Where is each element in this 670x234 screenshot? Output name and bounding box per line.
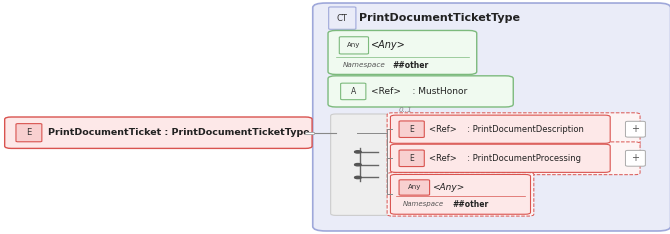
Text: <Ref>    : PrintDocumentDescription: <Ref> : PrintDocumentDescription — [429, 125, 584, 134]
Text: CT: CT — [337, 14, 348, 23]
FancyBboxPatch shape — [391, 144, 610, 172]
Text: ##other: ##other — [452, 200, 488, 209]
FancyBboxPatch shape — [626, 150, 645, 166]
Text: Any: Any — [407, 184, 421, 190]
Text: A: A — [350, 87, 356, 96]
Text: PrintDocumentTicket : PrintDocumentTicketType: PrintDocumentTicket : PrintDocumentTicke… — [48, 128, 310, 137]
FancyBboxPatch shape — [391, 115, 610, 143]
Text: E: E — [26, 128, 31, 137]
FancyBboxPatch shape — [328, 76, 513, 107]
FancyBboxPatch shape — [329, 7, 356, 29]
FancyBboxPatch shape — [340, 83, 366, 100]
FancyBboxPatch shape — [16, 124, 42, 142]
FancyBboxPatch shape — [387, 173, 534, 216]
FancyBboxPatch shape — [313, 3, 670, 231]
Circle shape — [354, 176, 361, 179]
Text: <Any>: <Any> — [432, 183, 464, 192]
FancyBboxPatch shape — [339, 37, 368, 54]
Text: 0..1: 0..1 — [399, 136, 413, 142]
Circle shape — [354, 164, 361, 166]
Bar — [306, 132, 314, 134]
Text: 0..1: 0..1 — [399, 107, 413, 113]
Text: <Any>: <Any> — [371, 40, 405, 50]
Text: 0..*: 0..* — [399, 166, 412, 172]
FancyBboxPatch shape — [5, 117, 312, 148]
FancyBboxPatch shape — [399, 150, 424, 167]
Text: Any: Any — [347, 42, 360, 48]
Text: ##other: ##other — [393, 61, 429, 70]
FancyBboxPatch shape — [626, 121, 645, 137]
FancyBboxPatch shape — [399, 121, 424, 137]
Text: E: E — [409, 154, 414, 163]
Text: PrintDocumentTicketType: PrintDocumentTicketType — [359, 13, 520, 23]
FancyBboxPatch shape — [399, 180, 429, 195]
Text: Namespace: Namespace — [342, 62, 385, 68]
Text: +: + — [631, 124, 639, 134]
FancyBboxPatch shape — [391, 175, 531, 214]
Text: <Ref>    : MustHonor: <Ref> : MustHonor — [371, 87, 467, 96]
FancyBboxPatch shape — [387, 113, 640, 146]
Text: +: + — [631, 153, 639, 163]
Text: <Ref>    : PrintDocumentProcessing: <Ref> : PrintDocumentProcessing — [429, 154, 581, 163]
Text: E: E — [409, 125, 414, 134]
FancyBboxPatch shape — [387, 142, 640, 175]
Circle shape — [354, 151, 361, 153]
FancyBboxPatch shape — [331, 114, 389, 215]
FancyBboxPatch shape — [328, 30, 477, 74]
Text: Namespace: Namespace — [403, 201, 444, 207]
